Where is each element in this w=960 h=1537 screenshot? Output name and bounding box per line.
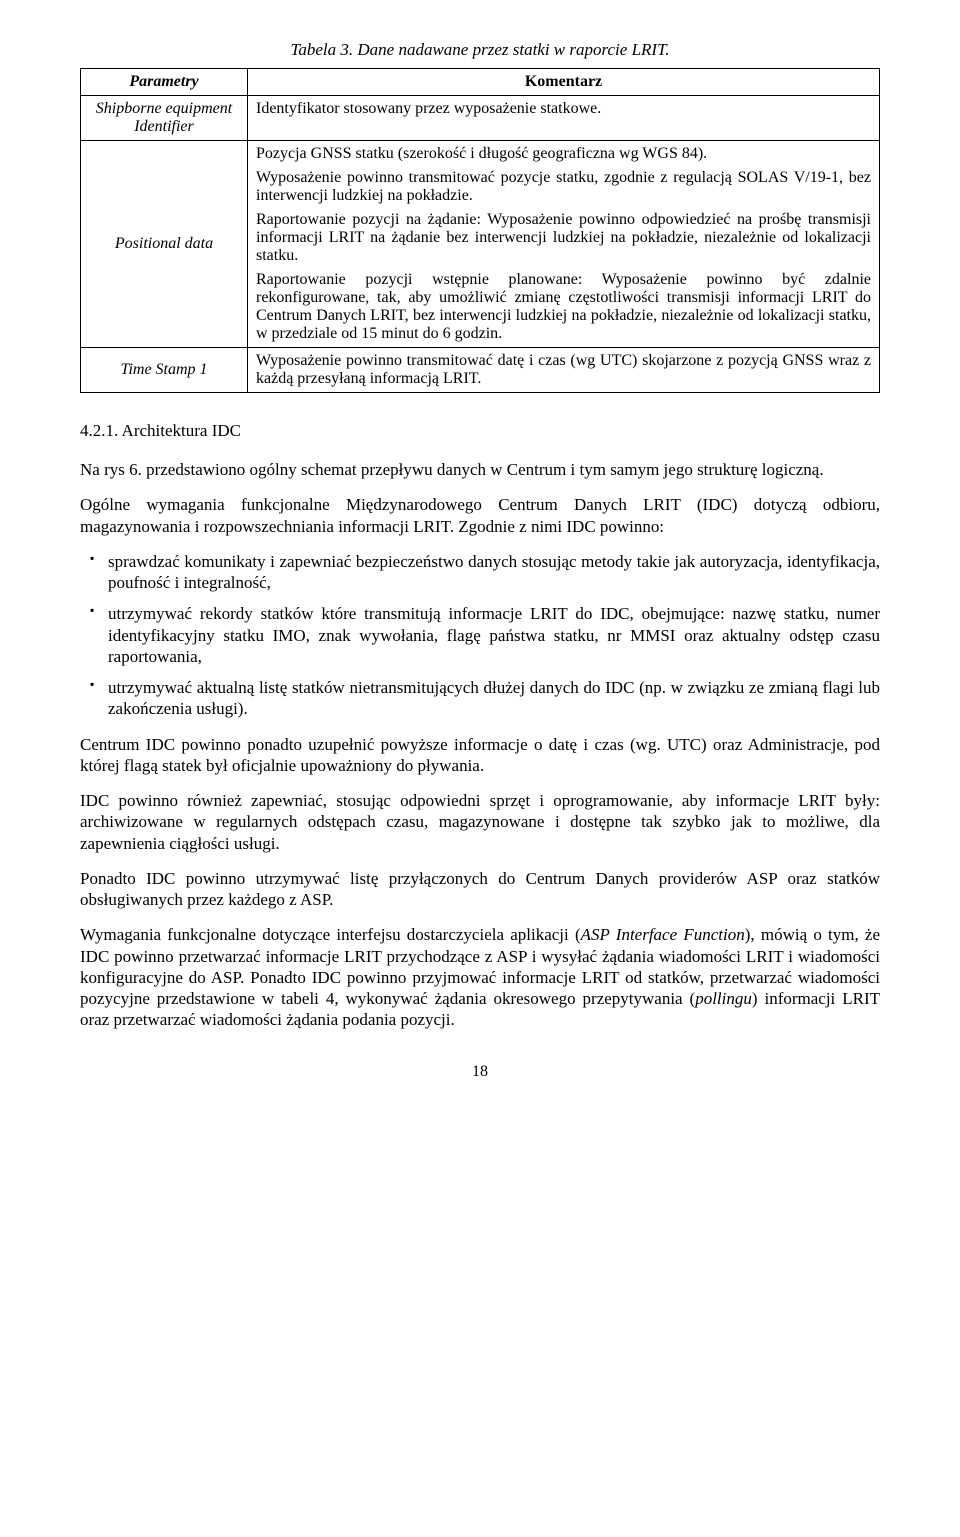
- table-row: Shipborne equipment Identifier Identyfik…: [81, 96, 880, 141]
- table-row: Time Stamp 1 Wyposażenie powinno transmi…: [81, 348, 880, 393]
- italic-term: ASP Interface Function: [581, 925, 745, 944]
- body-paragraph: IDC powinno również zapewniać, stosując …: [80, 790, 880, 854]
- table-caption: Tabela 3. Dane nadawane przez statki w r…: [80, 40, 880, 60]
- comment-text: Identyfikator stosowany przez wyposażeni…: [256, 100, 871, 118]
- bullet-list: sprawdzać komunikaty i zapewniać bezpiec…: [80, 551, 880, 720]
- body-paragraph: Ogólne wymagania funkcjonalne Międzynaro…: [80, 494, 880, 537]
- data-table: Parametry Komentarz Shipborne equipment …: [80, 68, 880, 393]
- comment-cell: Identyfikator stosowany przez wyposażeni…: [248, 96, 880, 141]
- body-paragraph: Centrum IDC powinno ponadto uzupełnić po…: [80, 734, 880, 777]
- page-number: 18: [80, 1063, 880, 1081]
- page: Tabela 3. Dane nadawane przez statki w r…: [0, 0, 960, 1121]
- comment-text: Wyposażenie powinno transmitować datę i …: [256, 352, 871, 388]
- header-comment: Komentarz: [248, 69, 880, 96]
- comment-text: Wyposażenie powinno transmitować pozycje…: [256, 169, 871, 205]
- comment-cell: Pozycja GNSS statku (szerokość i długość…: [248, 141, 880, 348]
- list-item: utrzymywać rekordy statków które transmi…: [80, 603, 880, 667]
- comment-text: Raportowanie pozycji wstępnie planowane:…: [256, 271, 871, 343]
- list-item: utrzymywać aktualną listę statków nietra…: [80, 677, 880, 720]
- italic-term: pollingu: [695, 989, 752, 1008]
- param-cell: Shipborne equipment Identifier: [81, 96, 248, 141]
- table-header-row: Parametry Komentarz: [81, 69, 880, 96]
- comment-text: Pozycja GNSS statku (szerokość i długość…: [256, 145, 871, 163]
- section-heading: 4.2.1. Architektura IDC: [80, 421, 880, 441]
- header-param: Parametry: [81, 69, 248, 96]
- body-paragraph: Na rys 6. przedstawiono ogólny schemat p…: [80, 459, 880, 480]
- text-span: Wymagania funkcjonalne dotyczące interfe…: [80, 925, 581, 944]
- list-item: sprawdzać komunikaty i zapewniać bezpiec…: [80, 551, 880, 594]
- table-row: Positional data Pozycja GNSS statku (sze…: [81, 141, 880, 348]
- body-paragraph: Ponadto IDC powinno utrzymywać listę prz…: [80, 868, 880, 911]
- comment-cell: Wyposażenie powinno transmitować datę i …: [248, 348, 880, 393]
- comment-text: Raportowanie pozycji na żądanie: Wyposaż…: [256, 211, 871, 265]
- param-cell: Time Stamp 1: [81, 348, 248, 393]
- param-cell: Positional data: [81, 141, 248, 348]
- body-paragraph: Wymagania funkcjonalne dotyczące interfe…: [80, 924, 880, 1030]
